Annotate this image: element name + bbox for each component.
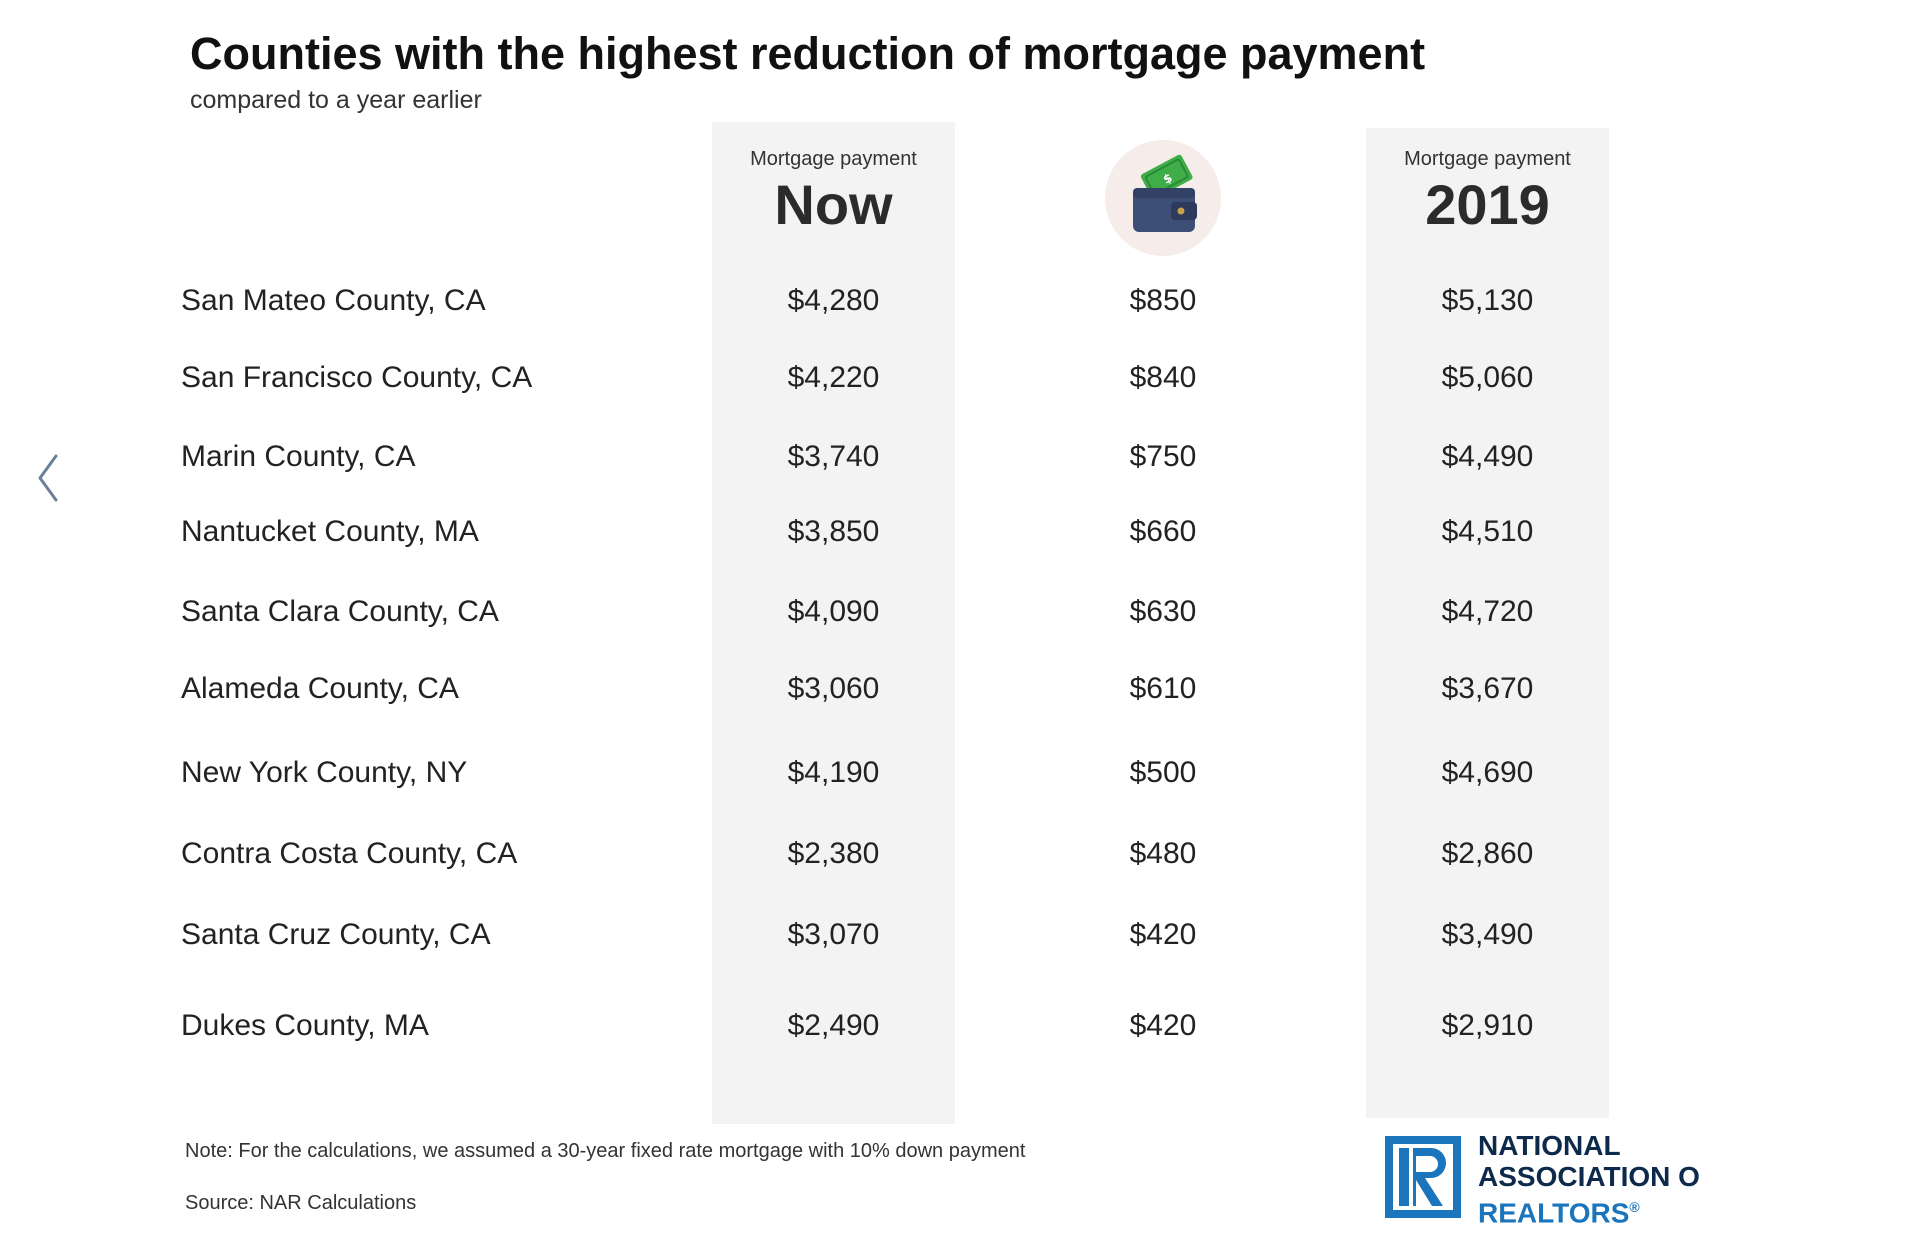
reduction-value: $660 — [1129, 515, 1197, 548]
now-column-title: Now — [774, 173, 893, 236]
logo-line-2: ASSOCIATION O — [1478, 1161, 1700, 1192]
2019-value: $2,910 — [1441, 1009, 1534, 1042]
now-value: $2,490 — [787, 1009, 880, 1042]
reduction-value: $840 — [1129, 361, 1197, 394]
now-value: $3,740 — [787, 440, 880, 473]
logo-line-3-text: REALTORS — [1478, 1197, 1630, 1229]
county-name: Alameda County, CA — [181, 672, 459, 705]
2019-value: $4,490 — [1441, 440, 1534, 473]
2019-value: $5,060 — [1441, 361, 1534, 394]
county-name: New York County, NY — [181, 756, 468, 789]
now-value: $2,380 — [787, 837, 880, 870]
2019-value: $5,130 — [1441, 284, 1534, 317]
county-name: Contra Costa County, CA — [181, 837, 518, 870]
reduction-value: $750 — [1129, 440, 1197, 473]
table-row: Santa Cruz County, CA $3,070 $420 $3,490 — [0, 910, 1920, 960]
2019-column-header: Mortgage payment 2019 — [1366, 148, 1609, 233]
page-subtitle: compared to a year earlier — [190, 86, 482, 114]
table-row: San Mateo County, CA $4,280 $850 $5,130 — [0, 276, 1920, 326]
table-row: Dukes County, MA $2,490 $420 $2,910 — [0, 1001, 1920, 1051]
county-name: Santa Clara County, CA — [181, 595, 499, 628]
now-column-header: Mortgage payment Now — [712, 148, 955, 233]
county-name: San Mateo County, CA — [181, 284, 486, 317]
table-row: San Francisco County, CA $4,220 $840 $5,060 — [0, 353, 1920, 403]
now-value: $4,280 — [787, 284, 880, 317]
reduction-value: $480 — [1129, 837, 1197, 870]
table-row: Marin County, CA $3,740 $750 $4,490 — [0, 432, 1920, 482]
reduction-value: $500 — [1129, 756, 1197, 789]
now-value: $3,060 — [787, 672, 880, 705]
2019-value: $4,720 — [1441, 595, 1534, 628]
2019-column-background — [1366, 128, 1609, 1118]
logo-line-1: NATIONAL — [1478, 1130, 1621, 1161]
nar-logo-text: NATIONAL ASSOCIATION O REALTORS® — [1478, 1130, 1700, 1228]
table-row: Santa Clara County, CA $4,090 $630 $4,720 — [0, 587, 1920, 637]
county-name: San Francisco County, CA — [181, 361, 533, 394]
county-name: Nantucket County, MA — [181, 515, 479, 548]
wallet-money-icon: $ — [1105, 140, 1221, 256]
county-name: Dukes County, MA — [181, 1009, 429, 1042]
logo-registered-mark: ® — [1629, 1199, 1640, 1215]
table-row: Nantucket County, MA $3,850 $660 $4,510 — [0, 507, 1920, 557]
logo-line-3: REALTORS® — [1478, 1192, 1700, 1228]
2019-value: $4,510 — [1441, 515, 1534, 548]
now-column-background — [712, 122, 955, 1124]
2019-value: $3,490 — [1441, 918, 1534, 951]
reduction-value: $420 — [1129, 1009, 1197, 1042]
2019-value: $4,690 — [1441, 756, 1534, 789]
table-row: Alameda County, CA $3,060 $610 $3,670 — [0, 664, 1920, 714]
footnote: Note: For the calculations, we assumed a… — [185, 1140, 1026, 1162]
table-row: New York County, NY $4,190 $500 $4,690 — [0, 748, 1920, 798]
county-name: Marin County, CA — [181, 440, 416, 473]
page-title: Counties with the highest reduction of m… — [190, 28, 1426, 79]
2019-value: $2,860 — [1441, 837, 1534, 870]
now-value: $4,090 — [787, 595, 880, 628]
reduction-value: $630 — [1129, 595, 1197, 628]
now-value: $4,190 — [787, 756, 880, 789]
table-row: Contra Costa County, CA $2,380 $480 $2,860 — [0, 829, 1920, 879]
2019-column-label: Mortgage payment — [1404, 148, 1571, 170]
2019-column-title: 2019 — [1425, 173, 1550, 236]
realtor-logo-icon — [1385, 1136, 1461, 1218]
2019-value: $3,670 — [1441, 672, 1534, 705]
chevron-left-icon[interactable] — [28, 448, 68, 508]
source-note: Source: NAR Calculations — [185, 1192, 417, 1214]
now-column-label: Mortgage payment — [750, 148, 917, 170]
reduction-value: $850 — [1129, 284, 1197, 317]
county-name: Santa Cruz County, CA — [181, 918, 491, 951]
reduction-value: $420 — [1129, 918, 1197, 951]
now-value: $4,220 — [787, 361, 880, 394]
now-value: $3,850 — [787, 515, 880, 548]
reduction-value: $610 — [1129, 672, 1197, 705]
now-value: $3,070 — [787, 918, 880, 951]
